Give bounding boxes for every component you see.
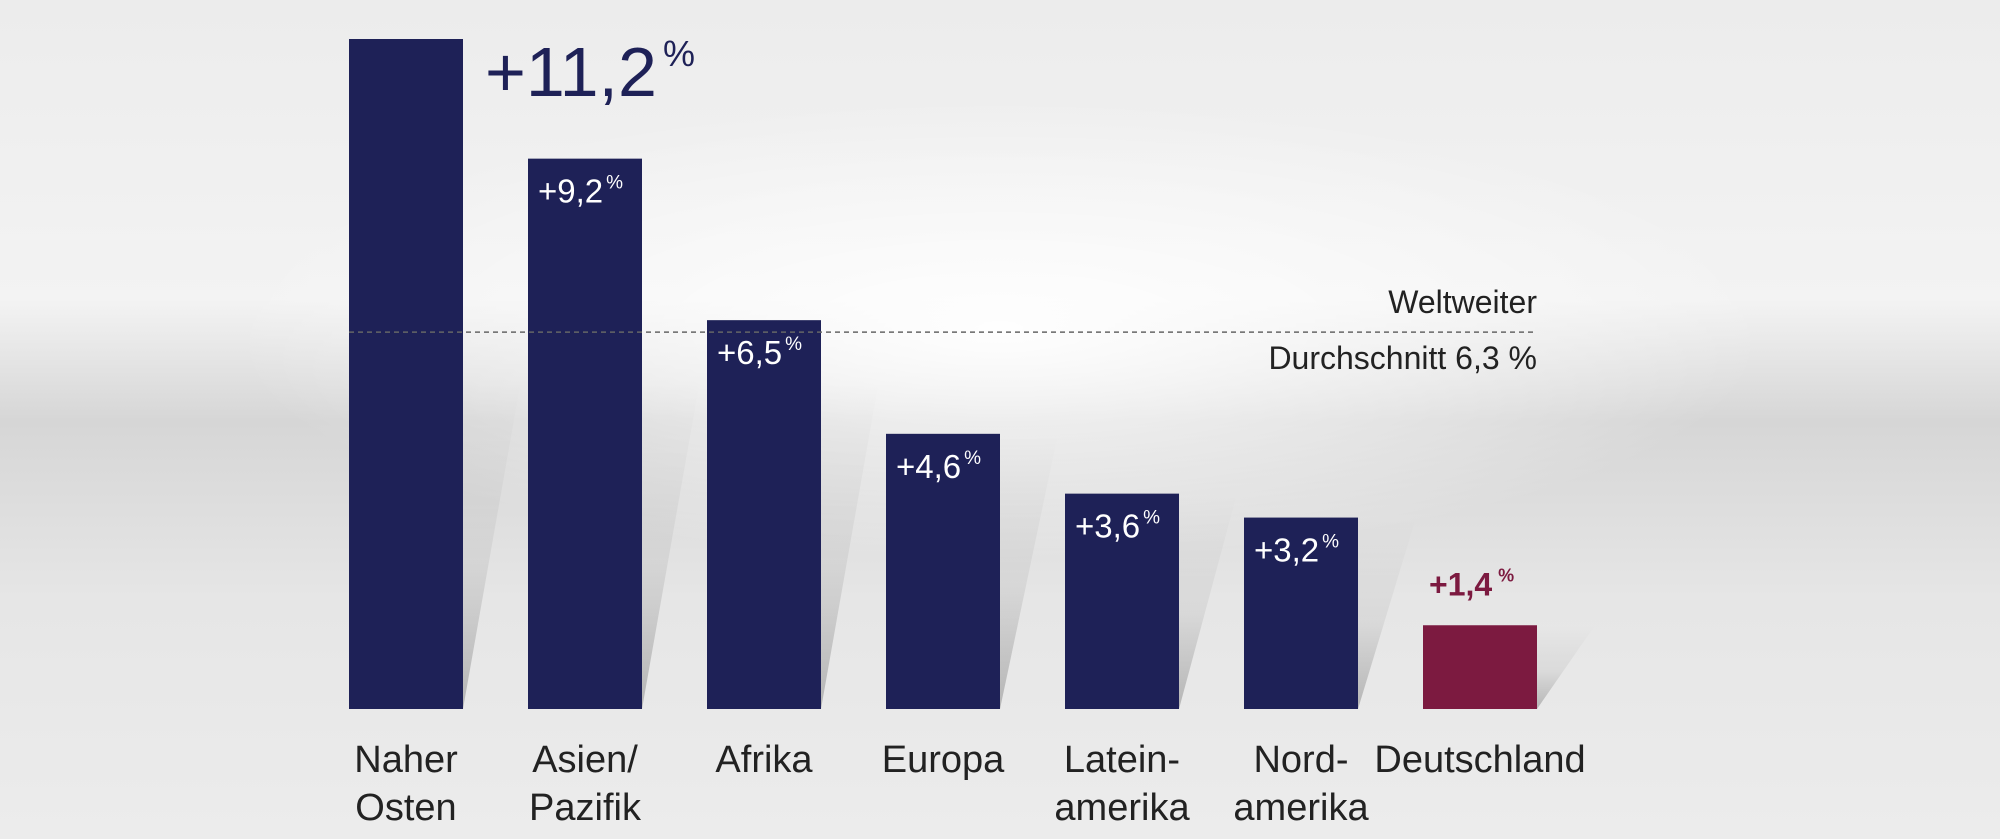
average-label: Durchschnitt 6,3 % xyxy=(1268,340,1537,376)
bar-shadow xyxy=(642,380,700,709)
category-label: Pazifik xyxy=(529,787,642,829)
average-label: Weltweiter xyxy=(1388,284,1537,320)
bar xyxy=(528,158,642,710)
category-label: Afrika xyxy=(715,739,813,781)
bar-shadow xyxy=(1537,625,1595,709)
category-label: Asien/ xyxy=(532,739,638,781)
bar xyxy=(886,433,1000,709)
data-label: +1,4% xyxy=(1429,565,1514,602)
bar-shadow xyxy=(1000,433,1058,709)
category-label: Osten xyxy=(355,787,456,829)
category-label: Naher xyxy=(354,739,458,781)
category-label: Europa xyxy=(882,739,1005,781)
bar xyxy=(1065,493,1179,709)
bar xyxy=(707,320,821,709)
category-label: amerika xyxy=(1054,787,1190,829)
bar-shadow xyxy=(463,380,521,709)
category-label: Nord- xyxy=(1253,739,1348,781)
data-label: +9,2% xyxy=(538,173,623,210)
data-label: +11,2% xyxy=(485,33,695,111)
data-label: +6,5% xyxy=(717,334,802,371)
category-label: amerika xyxy=(1233,787,1369,829)
bar-shadow xyxy=(1358,517,1416,709)
bar xyxy=(349,39,463,709)
category-label: Deutschland xyxy=(1374,739,1585,781)
bar xyxy=(1423,625,1537,709)
bar-shadow xyxy=(1179,493,1237,709)
bar xyxy=(1244,517,1358,709)
bar-shadow xyxy=(821,380,879,709)
category-label: Latein- xyxy=(1064,739,1180,781)
